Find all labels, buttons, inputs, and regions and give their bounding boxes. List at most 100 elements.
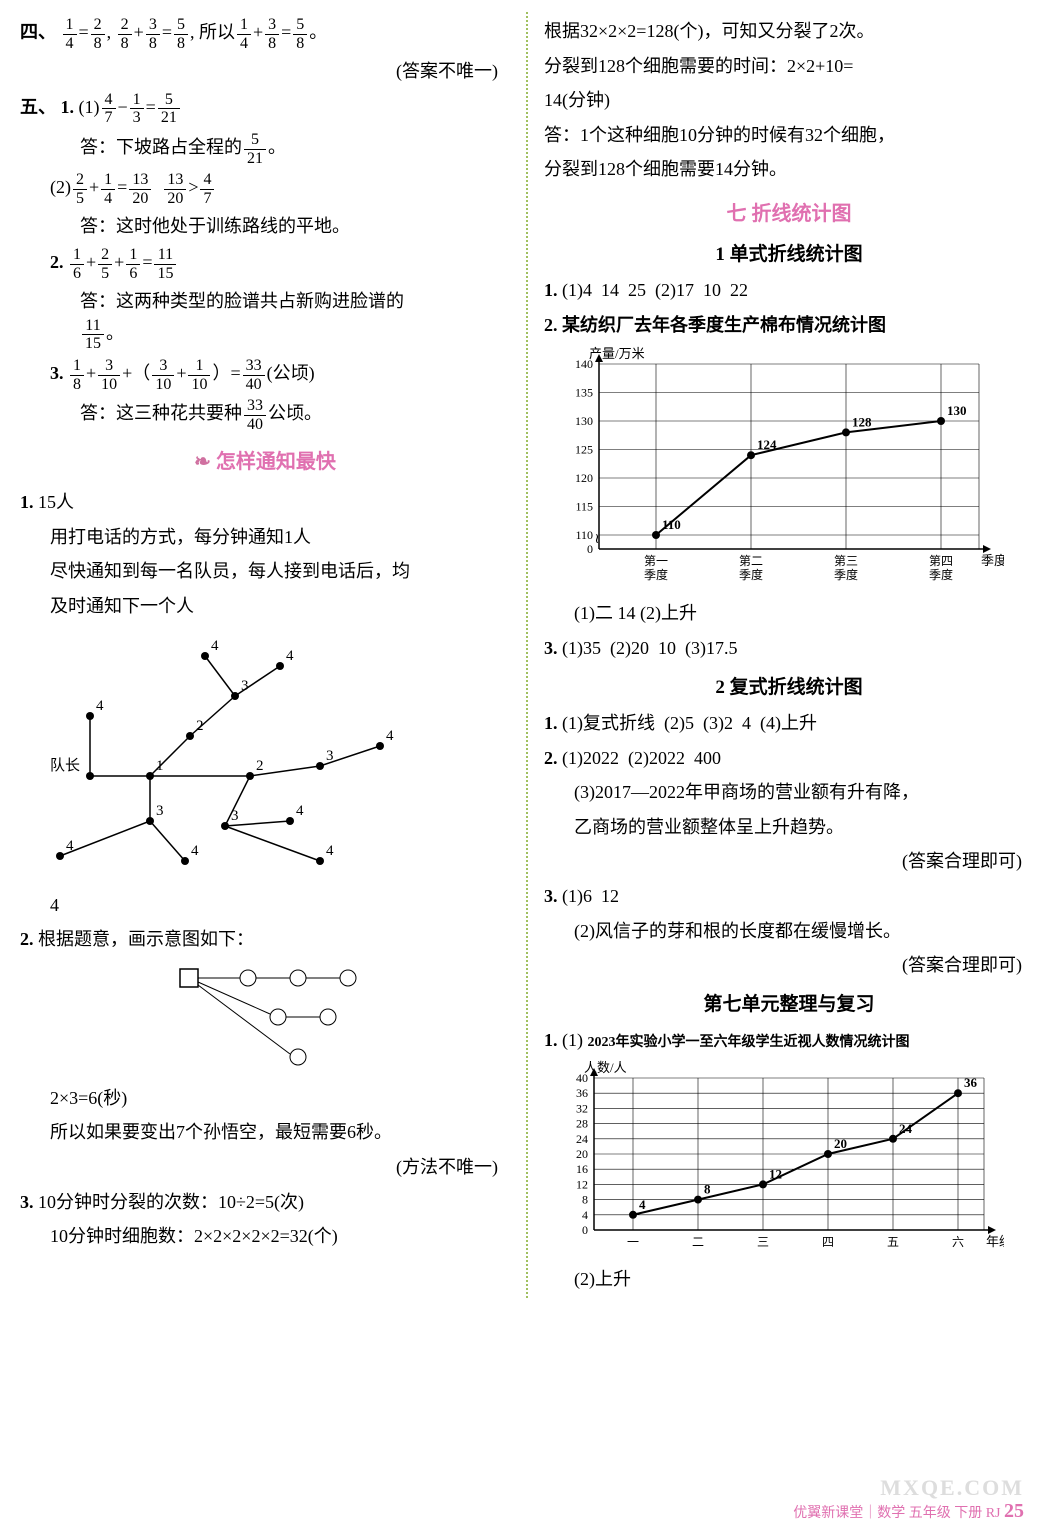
svg-text:135: 135: [575, 386, 593, 400]
svg-text:8: 8: [582, 1192, 588, 1206]
q5: 五、 1. (1)47−13=521: [20, 91, 510, 127]
q5-1-part2: (2)25+14=1320 1320>47: [20, 171, 510, 207]
svg-text:季度: 季度: [644, 567, 668, 582]
svg-text:110: 110: [575, 528, 593, 542]
svg-text:4: 4: [296, 803, 304, 819]
notify-title: ❧ 怎样通知最快: [20, 445, 510, 479]
review-title: 第七单元整理与复习: [544, 989, 1034, 1021]
svg-text:二: 二: [692, 1235, 704, 1249]
q5-label: 五、: [20, 97, 56, 117]
svg-text:0: 0: [587, 542, 593, 556]
s1-q2-ans: (1)二 14 (2)上升: [544, 598, 1034, 629]
q5-1-ans1: 答：下坡路占全程的521。: [20, 131, 510, 167]
cont-l4: 答：1个这种细胞10分钟的时候有32个细胞，: [544, 120, 1034, 151]
svg-text:人数/人: 人数/人: [584, 1060, 627, 1075]
tree-bottom-4: 4: [20, 890, 510, 921]
svg-text:三: 三: [757, 1235, 769, 1249]
q5-3: 3. 18+310+（310+110）=3340(公顷): [20, 357, 510, 393]
s1-q1: 1. (1)4 14 25 (2)17 10 22: [544, 275, 1034, 306]
svg-text:140: 140: [575, 357, 593, 371]
svg-text:32: 32: [576, 1101, 588, 1115]
q4: 四、 14=28, 28+38=58, 所以14+38=58。: [20, 16, 510, 52]
svg-text:第一: 第一: [644, 554, 668, 568]
notify-q1-l1: 用打电话的方式，每分钟通知1人: [20, 522, 510, 553]
s2-q2-note: (答案合理即可): [544, 846, 1034, 877]
svg-text:年级: 年级: [986, 1234, 1004, 1249]
q5-2: 2. 16+25+16=1115: [20, 246, 510, 282]
cont-l3: 14(分钟): [544, 85, 1034, 116]
s2-title: 2 复式折线统计图: [544, 672, 1034, 704]
svg-text:128: 128: [852, 415, 872, 430]
svg-text:12: 12: [576, 1177, 588, 1191]
svg-text:125: 125: [575, 443, 593, 457]
q5-1-ans2: 答：这时他处于训练路线的平地。: [20, 211, 510, 242]
svg-text:4: 4: [286, 648, 294, 664]
svg-text:队长: 队长: [50, 757, 80, 774]
notify-q3-l1: 3. 10分钟时分裂的次数：10÷2=5(次): [20, 1187, 510, 1218]
svg-text:20: 20: [576, 1147, 588, 1161]
svg-text:一: 一: [627, 1235, 639, 1249]
page-columns: 四、 14=28, 28+38=58, 所以14+38=58。 (答案不唯一) …: [20, 12, 1034, 1298]
svg-text:季度: 季度: [929, 567, 953, 582]
notify-q2-note: (方法不唯一): [20, 1152, 510, 1183]
svg-text:4: 4: [386, 728, 394, 744]
svg-text:4: 4: [211, 638, 219, 654]
svg-text:第二: 第二: [739, 554, 763, 568]
footer: 优翼新课堂｜数学 五年级 下册 RJ 25: [793, 1494, 1024, 1528]
unit7-title: 七 折线统计图: [544, 197, 1034, 231]
right-column: 根据32×2×2=128(个)，可知又分裂了2次。 分裂到128个细胞需要的时间…: [544, 12, 1034, 1298]
svg-text:2: 2: [256, 758, 264, 774]
s2-q3-note: (答案合理即可): [544, 950, 1034, 981]
svg-text:36: 36: [964, 1075, 978, 1090]
svg-text:28: 28: [576, 1116, 588, 1130]
cont-l1: 根据32×2×2=128(个)，可知又分裂了2次。: [544, 16, 1034, 47]
notify-q1-l2: 尽快通知到每一名队员，每人接到电话后，均: [20, 556, 510, 587]
column-divider: [526, 12, 528, 1298]
svg-text:16: 16: [576, 1162, 588, 1176]
q4-note: (答案不唯一): [20, 56, 510, 87]
chart1-line: 产量/万米季度0≀110115120125130135140第一季度第二季度第三…: [544, 344, 1004, 594]
s2-q1: 1. (1)复式折线 (2)5 (3)2 4 (4)上升: [544, 708, 1034, 739]
svg-text:4: 4: [191, 843, 199, 859]
svg-text:120: 120: [575, 471, 593, 485]
svg-text:4: 4: [66, 838, 74, 854]
notify-q2-calc: 2×3=6(秒): [20, 1083, 510, 1114]
svg-text:4: 4: [326, 843, 334, 859]
svg-text:130: 130: [575, 414, 593, 428]
notify-q1-l3: 及时通知下一个人: [20, 591, 510, 622]
svg-text:3: 3: [241, 678, 249, 694]
s2-q2-l1: 2. (1)2022 (2)2022 400: [544, 743, 1034, 774]
svg-text:0: 0: [582, 1223, 588, 1237]
cont-l2: 分裂到128个细胞需要的时间：2×2+10=: [544, 51, 1034, 82]
svg-text:20: 20: [834, 1136, 847, 1151]
svg-text:3: 3: [231, 808, 239, 824]
svg-text:4: 4: [639, 1196, 646, 1211]
svg-text:六: 六: [952, 1235, 964, 1249]
svg-text:36: 36: [576, 1086, 588, 1100]
svg-text:第四: 第四: [929, 554, 953, 568]
svg-text:3: 3: [326, 748, 334, 764]
svg-text:115: 115: [575, 500, 593, 514]
svg-text:3: 3: [156, 803, 164, 819]
svg-text:季度: 季度: [981, 553, 1004, 568]
notify-q1: 1. 15人: [20, 487, 510, 518]
branch-diagram: [170, 959, 470, 1079]
s2-q3-l2: (2)风信子的芽和根的长度都在缓慢增长。: [544, 916, 1034, 947]
svg-text:24: 24: [576, 1131, 588, 1145]
svg-text:12: 12: [769, 1166, 782, 1181]
svg-text:2: 2: [196, 718, 204, 734]
left-column: 四、 14=28, 28+38=58, 所以14+38=58。 (答案不唯一) …: [20, 12, 510, 1298]
s2-q2-l3: 乙商场的营业额整体呈上升趋势。: [544, 812, 1034, 843]
svg-text:季度: 季度: [834, 567, 858, 582]
svg-text:130: 130: [947, 403, 967, 418]
svg-text:8: 8: [704, 1181, 711, 1196]
review-q1-title: 1. (1) 2023年实验小学一至六年级学生近视人数情况统计图: [544, 1025, 1034, 1056]
cont-l5: 分裂到128个细胞需要14分钟。: [544, 154, 1034, 185]
svg-text:1: 1: [156, 758, 164, 774]
chart2-line: 人数/人年级0481216202428323640一二三四五六481220243…: [544, 1060, 1004, 1260]
svg-text:124: 124: [757, 438, 777, 453]
svg-text:季度: 季度: [739, 567, 763, 582]
notify-q3-l2: 10分钟时细胞数：2×2×2×2×2=32(个): [20, 1221, 510, 1252]
q5-2-ans: 答：这两种类型的脸谱共占新购进脸谱的1115。: [20, 286, 510, 353]
s2-q3-l1: 3. (1)6 12: [544, 881, 1034, 912]
